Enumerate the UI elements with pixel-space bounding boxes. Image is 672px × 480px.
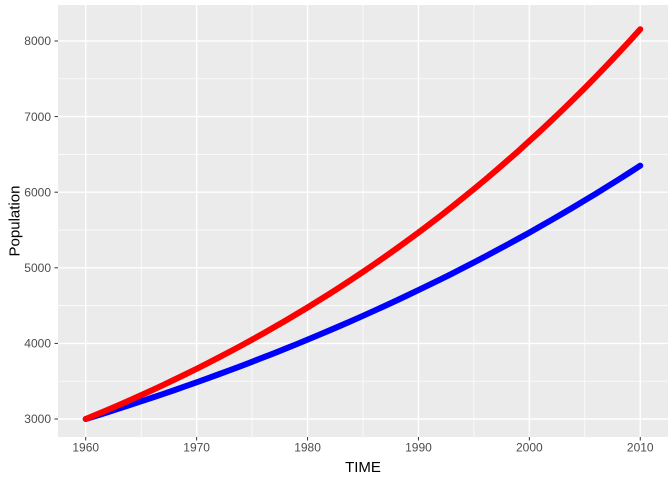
x-tick-label: 2010 — [627, 441, 654, 455]
series-line-blue — [82, 162, 644, 423]
series-layer — [82, 26, 644, 423]
x-tick-label: 1960 — [72, 441, 99, 455]
x-axis-title: TIME — [345, 459, 381, 476]
y-axis-title: Population — [6, 185, 24, 257]
y-tick-label: 4000 — [24, 337, 51, 351]
x-tick-label: 1970 — [183, 441, 210, 455]
y-tick-label: 3000 — [24, 412, 51, 426]
axis-layer: 1960 1970 1980 1990 2000 2010 3000 4000 5000 6000… — [24, 34, 654, 454]
series-line-red — [82, 26, 644, 423]
x-tick-label: 1980 — [294, 441, 321, 455]
x-tick-label: 2000 — [516, 441, 543, 455]
y-tick-label: 6000 — [24, 185, 51, 199]
y-tick-label: 5000 — [24, 261, 51, 275]
y-tick-label: 7000 — [24, 110, 51, 124]
x-tick-label: 1990 — [405, 441, 432, 455]
y-tick-label: 8000 — [24, 34, 51, 48]
grid-layer — [58, 5, 668, 437]
